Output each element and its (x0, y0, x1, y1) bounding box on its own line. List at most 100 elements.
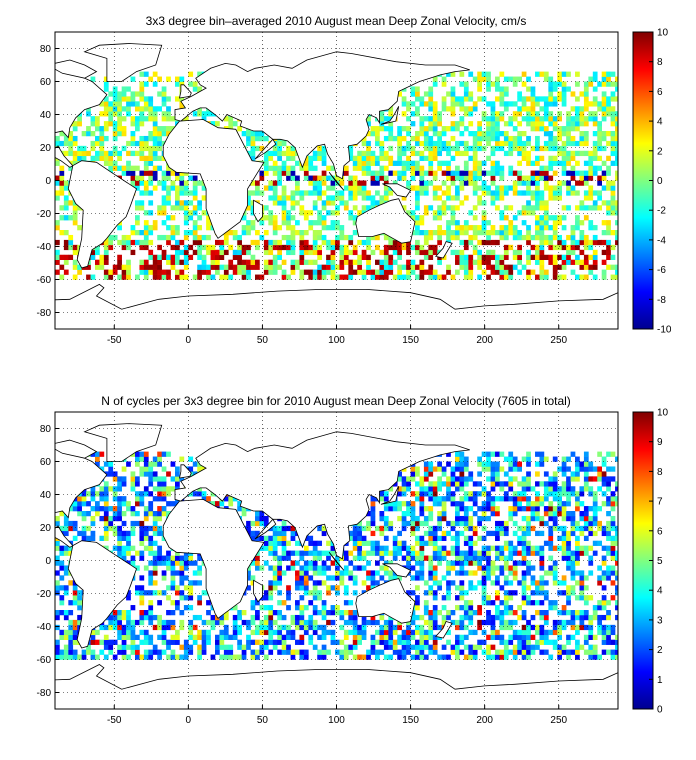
data-bin (277, 590, 282, 596)
data-bin (455, 254, 460, 260)
data-bin (143, 259, 149, 265)
data-bin (99, 624, 105, 631)
data-bin (68, 545, 74, 551)
data-bin (419, 649, 425, 655)
data-bin (392, 649, 398, 655)
data-bin (335, 555, 340, 561)
data-bin (263, 239, 269, 246)
data-bin (495, 185, 500, 191)
data-bin (575, 254, 580, 260)
colorbar-tick-label: 0 (657, 176, 663, 187)
data-bin (290, 264, 296, 270)
data-bin (352, 639, 358, 645)
data-bin (72, 654, 78, 660)
data-bin (583, 81, 589, 87)
data-bin (610, 540, 616, 546)
data-bin (499, 530, 505, 537)
data-bin (290, 239, 296, 246)
data-bin (321, 624, 327, 631)
data-bin (232, 629, 238, 636)
data-bin (370, 126, 376, 132)
data-bin (148, 225, 154, 231)
data-bin (455, 550, 460, 556)
data-bin (499, 175, 505, 181)
data-bin (535, 550, 540, 556)
data-bin (152, 274, 158, 280)
data-bin (503, 190, 509, 196)
data-bin (423, 629, 429, 636)
data-bin (499, 259, 505, 265)
data-bin (579, 590, 585, 596)
data-bin (286, 649, 291, 655)
data-bin (219, 614, 225, 621)
data-bin (561, 624, 567, 631)
data-bin (330, 249, 336, 256)
data-bin (99, 259, 105, 265)
data-bin (90, 535, 96, 541)
data-bin (392, 170, 398, 176)
data-bin (117, 525, 122, 532)
data-bin (415, 220, 420, 226)
data-bin (232, 234, 238, 241)
data-bin (410, 145, 416, 152)
data-bin (277, 239, 282, 246)
data-bin (352, 610, 358, 616)
data-bin (495, 629, 500, 636)
data-bin (152, 565, 158, 571)
data-bin (143, 135, 149, 142)
data-bin (477, 264, 482, 270)
data-bin (548, 244, 554, 251)
data-bin (183, 244, 189, 251)
data-bin (570, 116, 576, 122)
data-bin (95, 126, 100, 132)
y-tick-label: 80 (40, 44, 52, 55)
data-bin (343, 585, 349, 591)
data-bin (463, 106, 469, 112)
data-bin (375, 654, 380, 660)
data-bin (139, 230, 145, 236)
landmass (355, 198, 416, 244)
data-bin (415, 649, 420, 655)
data-bin (148, 230, 154, 236)
data-bin (406, 644, 411, 650)
data-bin (121, 126, 127, 132)
data-bin (472, 550, 478, 556)
data-bin (495, 239, 500, 246)
data-bin (552, 545, 558, 551)
data-bin (499, 234, 505, 241)
data-bin (228, 274, 234, 280)
data-bin (263, 654, 269, 660)
data-bin (375, 545, 380, 551)
data-bin (535, 274, 540, 280)
data-bin (526, 565, 531, 571)
data-bin (263, 244, 269, 251)
data-bin (90, 530, 96, 537)
data-bin (250, 140, 256, 147)
data-bin (610, 210, 616, 216)
data-bin (335, 210, 340, 216)
data-bin (361, 135, 367, 142)
data-bin (68, 550, 74, 556)
data-bin (450, 644, 456, 650)
data-bin (517, 180, 522, 186)
data-bin (592, 170, 598, 176)
data-bin (601, 175, 607, 181)
data-bin (419, 165, 425, 171)
data-bin (290, 259, 296, 265)
data-bin (392, 555, 398, 561)
data-bin (597, 624, 603, 631)
data-bin (383, 535, 389, 541)
data-bin (170, 580, 176, 586)
data-bin (481, 210, 487, 216)
data-bin (63, 634, 69, 640)
data-bin (259, 639, 265, 645)
data-bin (423, 239, 429, 246)
data-bin (486, 545, 491, 551)
data-bin (175, 249, 180, 256)
data-bin (419, 614, 425, 621)
data-bin (152, 624, 158, 631)
data-bin (215, 639, 220, 645)
data-bin (366, 170, 371, 176)
data-bin (566, 116, 571, 122)
data-bin (63, 570, 69, 576)
